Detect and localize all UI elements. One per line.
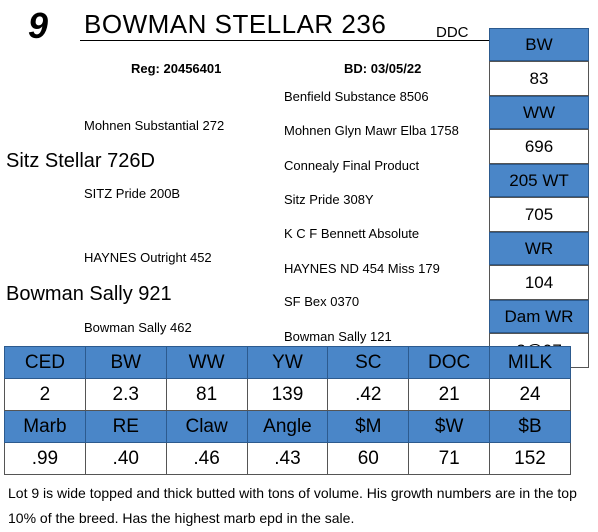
pedigree-dam-dam: Bowman Sally 462 — [84, 320, 192, 335]
birth-date: BD: 03/05/22 — [344, 61, 422, 76]
pedigree-sire-sire: Mohnen Substantial 272 — [84, 118, 225, 133]
registration-number: Reg: 20456401 — [131, 61, 222, 76]
weight-value: 83 — [489, 61, 589, 96]
weights-column: BW 83 WW 696 205 WT 705 WR 104 Dam WR 2@… — [489, 28, 589, 368]
epd-header-cell: $B — [489, 410, 571, 443]
epd-value-cell: .40 — [84, 442, 167, 475]
epd-value-cell: 60 — [327, 442, 410, 475]
epd-header-cell: WW — [165, 346, 248, 379]
epd-header-cell: Claw — [165, 410, 248, 443]
weight-value: 696 — [489, 129, 589, 164]
pedigree-sire-dam-dam: Sitz Pride 308Y — [284, 192, 374, 207]
epd-value-row: .99 .40 .46 .43 60 71 152 — [4, 442, 571, 475]
epd-header-cell: $M — [327, 410, 410, 443]
epd-header-cell: RE — [84, 410, 167, 443]
epd-header-cell: $W — [408, 410, 491, 443]
epd-value-cell: 2.3 — [84, 378, 167, 411]
bull-name: BOWMAN STELLAR 236 — [84, 9, 387, 39]
weight-header: BW — [489, 28, 589, 61]
epd-value-cell: .46 — [165, 442, 248, 475]
pedigree-dam: Bowman Sally 921 — [6, 283, 172, 305]
pedigree-dam-sire-sire: K C F Bennett Absolute — [284, 226, 420, 241]
epd-header-cell: MILK — [489, 346, 571, 379]
pedigree-dam-dam-dam: Bowman Sally 121 — [284, 329, 392, 344]
title-underline — [80, 40, 490, 41]
epd-header-cell: DOC — [408, 346, 491, 379]
epd-value-cell: 139 — [246, 378, 329, 411]
epd-header-row: Marb RE Claw Angle $M $W $B — [4, 410, 571, 443]
epd-value-cell: 81 — [165, 378, 248, 411]
epd-value-cell: .42 — [327, 378, 410, 411]
epd-value-cell: 152 — [489, 442, 571, 475]
lot-number: 9 — [28, 5, 49, 46]
epd-value-cell: 21 — [408, 378, 491, 411]
weight-header: WW — [489, 96, 589, 129]
pedigree-sire-dam: SITZ Pride 200B — [84, 186, 181, 201]
epd-value-cell: 24 — [489, 378, 571, 411]
pedigree-sire-dam-sire: Connealy Final Product — [284, 158, 420, 173]
pedigree-dam-dam-sire: SF Bex 0370 — [284, 294, 360, 309]
epd-value-cell: .43 — [246, 442, 329, 475]
weight-header: 205 WT — [489, 164, 589, 197]
epd-value-cell: 2 — [4, 378, 86, 411]
tag-label: DDC — [436, 24, 469, 41]
epd-header-cell: Angle — [246, 410, 329, 443]
epd-header-cell: YW — [246, 346, 329, 379]
weight-header: WR — [489, 232, 589, 265]
pedigree-sire: Sitz Stellar 726D — [6, 150, 155, 172]
epd-header-cell: Marb — [4, 410, 86, 443]
epd-header-cell: BW — [84, 346, 167, 379]
pedigree-sire-sire-dam: Mohnen Glyn Mawr Elba 1758 — [284, 123, 459, 138]
epd-header-row: CED BW WW YW SC DOC MILK — [4, 346, 571, 379]
epd-header-cell: CED — [4, 346, 86, 379]
weight-value: 705 — [489, 197, 589, 232]
epd-value-cell: 71 — [408, 442, 491, 475]
pedigree-sire-sire-sire: Benfield Substance 8506 — [284, 89, 429, 104]
pedigree-dam-sire-dam: HAYNES ND 454 Miss 179 — [284, 261, 440, 276]
weight-value: 104 — [489, 265, 589, 300]
weight-header: Dam WR — [489, 300, 589, 333]
pedigree-dam-sire: HAYNES Outright 452 — [84, 250, 212, 265]
lot-comments: Lot 9 is wide topped and thick butted wi… — [8, 485, 577, 526]
epd-header-cell: SC — [327, 346, 410, 379]
epd-table: CED BW WW YW SC DOC MILK 2 2.3 81 139 .4… — [4, 346, 571, 475]
epd-value-row: 2 2.3 81 139 .42 21 24 — [4, 378, 571, 411]
epd-value-cell: .99 — [4, 442, 86, 475]
